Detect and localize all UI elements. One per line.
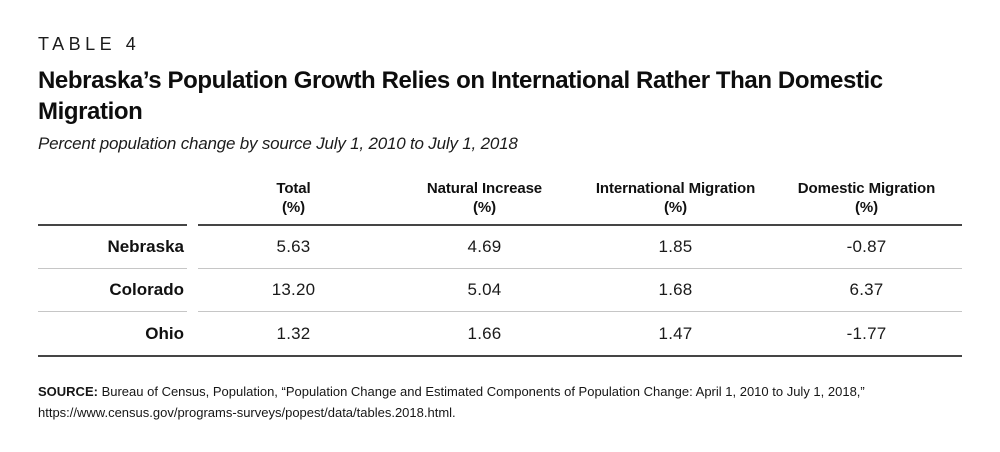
column-gap — [187, 226, 198, 269]
cell-nebraska-total: 5.63 — [276, 237, 311, 256]
column-header-international-migration-unit: (%) — [663, 199, 688, 216]
column-header-natural-increase: Natural Increase (%) — [389, 179, 580, 224]
cell-colorado-natural-increase: 5.04 — [467, 280, 502, 299]
cell-ohio-domestic-migration: -1.77 — [846, 323, 887, 343]
column-header-total: Total (%) — [198, 179, 389, 224]
column-gap — [187, 312, 198, 355]
column-header-domestic-migration: Domestic Migration (%) — [771, 179, 962, 224]
cell-ohio-international-migration: 1.47 — [658, 323, 693, 343]
column-gap — [187, 269, 198, 312]
source-label: SOURCE: — [38, 384, 98, 399]
table-row-ohio: Ohio 1.32 1.66 1.47 -1.77 — [38, 312, 962, 355]
data-table: Total (%) Natural Increase (%) Internati… — [38, 179, 962, 357]
column-header-total-unit: (%) — [281, 199, 306, 216]
row-label-colorado: Colorado — [109, 280, 184, 299]
cell-ohio-total: 1.32 — [276, 323, 311, 343]
column-header-domestic-migration-unit: (%) — [854, 199, 879, 216]
table-row-colorado: Colorado 13.20 5.04 1.68 6.37 — [38, 269, 962, 312]
column-header-domestic-migration-label: Domestic Migration — [797, 180, 936, 197]
row-label-nebraska: Nebraska — [107, 237, 184, 256]
cell-nebraska-domestic-migration: -0.87 — [846, 237, 887, 256]
source-line-1: SOURCE: Bureau of Census, Population, “P… — [38, 381, 958, 402]
page-title: Nebraska’s Population Growth Relies on I… — [38, 67, 883, 125]
source-citation: Bureau of Census, Population, “Populatio… — [101, 384, 865, 399]
table-row-nebraska: Nebraska 5.63 4.69 1.85 -0.87 — [38, 226, 962, 269]
table-header-row: Total (%) Natural Increase (%) Internati… — [38, 179, 962, 226]
cell-colorado-domestic-migration: 6.37 — [849, 280, 884, 299]
cell-ohio-natural-increase: 1.66 — [467, 323, 502, 343]
source-note: SOURCE: Bureau of Census, Population, “P… — [38, 381, 958, 423]
cell-colorado-international-migration: 1.68 — [658, 280, 693, 299]
table-number-label: TABLE 4 — [38, 34, 141, 54]
row-label-ohio: Ohio — [145, 323, 184, 343]
column-header-natural-increase-label: Natural Increase — [426, 180, 543, 197]
page-subtitle: Percent population change by source July… — [38, 134, 518, 153]
column-header-natural-increase-unit: (%) — [472, 199, 497, 216]
column-header-international-migration-label: International Migration — [595, 180, 756, 197]
column-header-international-migration: International Migration (%) — [580, 179, 771, 224]
table-bottom-rule — [38, 355, 962, 357]
column-header-total-label: Total — [276, 180, 311, 197]
cell-nebraska-natural-increase: 4.69 — [467, 237, 502, 256]
cell-nebraska-international-migration: 1.85 — [658, 237, 693, 256]
header-label-column-spacer — [38, 224, 187, 226]
cell-colorado-total: 13.20 — [271, 280, 316, 299]
source-url: https://www.census.gov/programs-surveys/… — [38, 405, 456, 420]
